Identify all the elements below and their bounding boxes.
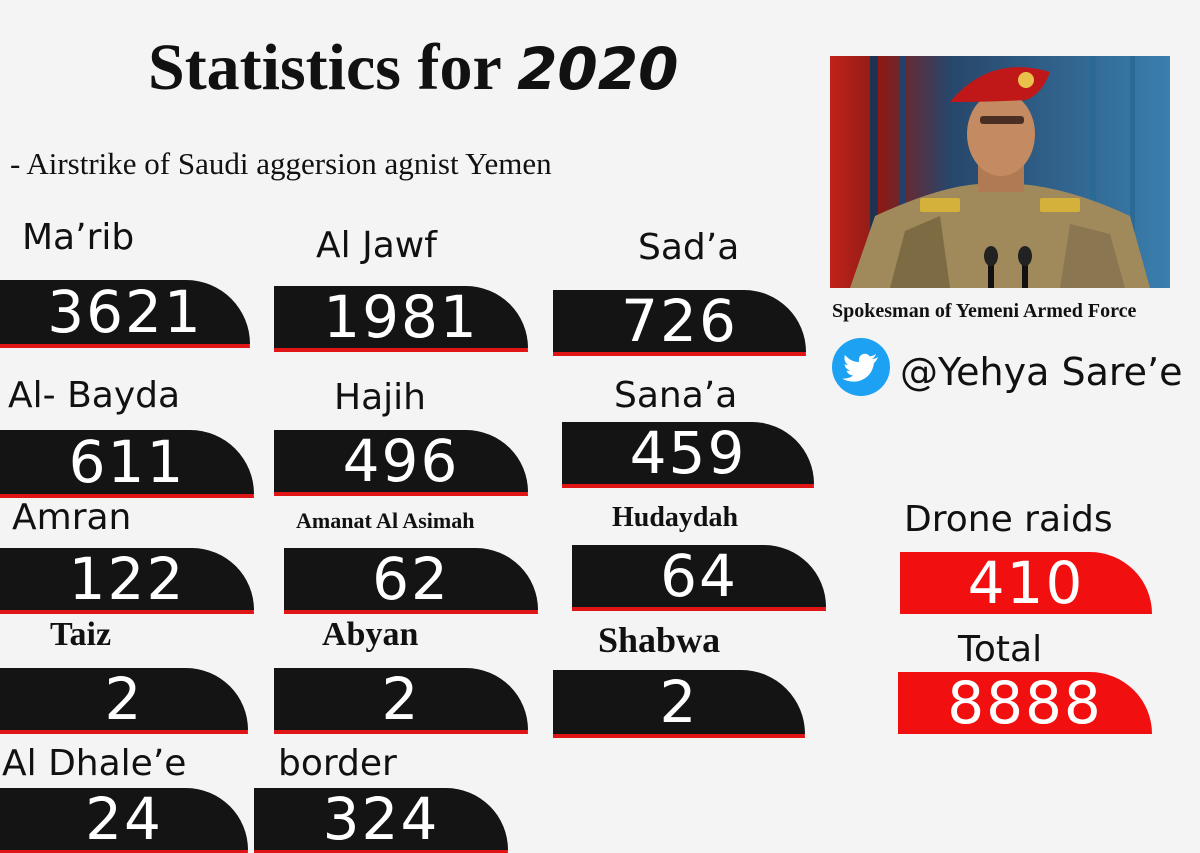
region-value-al-bayda: 611 [0,430,254,494]
total-label: Total [958,629,1043,670]
region-value-hudaydah: 64 [572,545,826,607]
subtitle: - Airstrike of Saudi aggersion agnist Ye… [10,146,552,181]
region-label-amanat-al-asimah: Amanat Al Asimah [296,508,475,533]
region-label-al-dhalee: Al Dhale’e [2,743,187,784]
region-value-marib: 3621 [0,280,250,344]
total-value: 8888 [898,672,1152,734]
region-value-hajih: 496 [274,430,528,492]
region-value-amanat-al-asimah: 62 [284,548,538,610]
region-value-al-dhalee: 24 [0,788,248,850]
title-year: 2020 [517,35,679,103]
region-value-sanaa: 459 [562,422,814,484]
region-label-shabwa: Shabwa [598,620,721,660]
region-label-border: border [278,743,397,784]
region-label-al-jawf: Al Jawf [316,225,437,266]
region-label-abyan: Abyan [322,616,419,653]
drone-raids-value: 410 [900,552,1152,614]
spokesman-caption: Spokesman of Yemeni Armed Force [832,300,1137,322]
region-value-abyan: 2 [274,668,528,730]
twitter-bird-icon [828,337,894,397]
region-value-al-jawf: 1981 [274,286,528,348]
region-label-marib: Ma’rib [22,217,135,258]
page-title: Statistics for 2020 [148,30,679,106]
region-value-shabwa: 2 [553,670,805,734]
region-value-border: 324 [254,788,508,850]
region-label-amran: Amran [12,497,132,538]
drone-raids-label: Drone raids [904,499,1113,540]
region-value-sada: 726 [553,290,806,352]
region-label-hudaydah: Hudaydah [612,502,739,533]
region-label-hajih: Hajih [334,377,426,418]
region-value-amran: 122 [0,548,254,610]
title-prefix: Statistics for [148,31,501,104]
twitter-handle: @Yehya Sare’e [900,350,1183,394]
region-value-taiz: 2 [0,668,248,730]
region-label-sada: Sad’a [638,227,740,268]
region-label-taiz: Taiz [50,616,112,653]
spokesman-photo [830,56,1170,288]
region-label-al-bayda: Al- Bayda [8,375,181,416]
region-label-sanaa: Sana’a [614,375,738,416]
